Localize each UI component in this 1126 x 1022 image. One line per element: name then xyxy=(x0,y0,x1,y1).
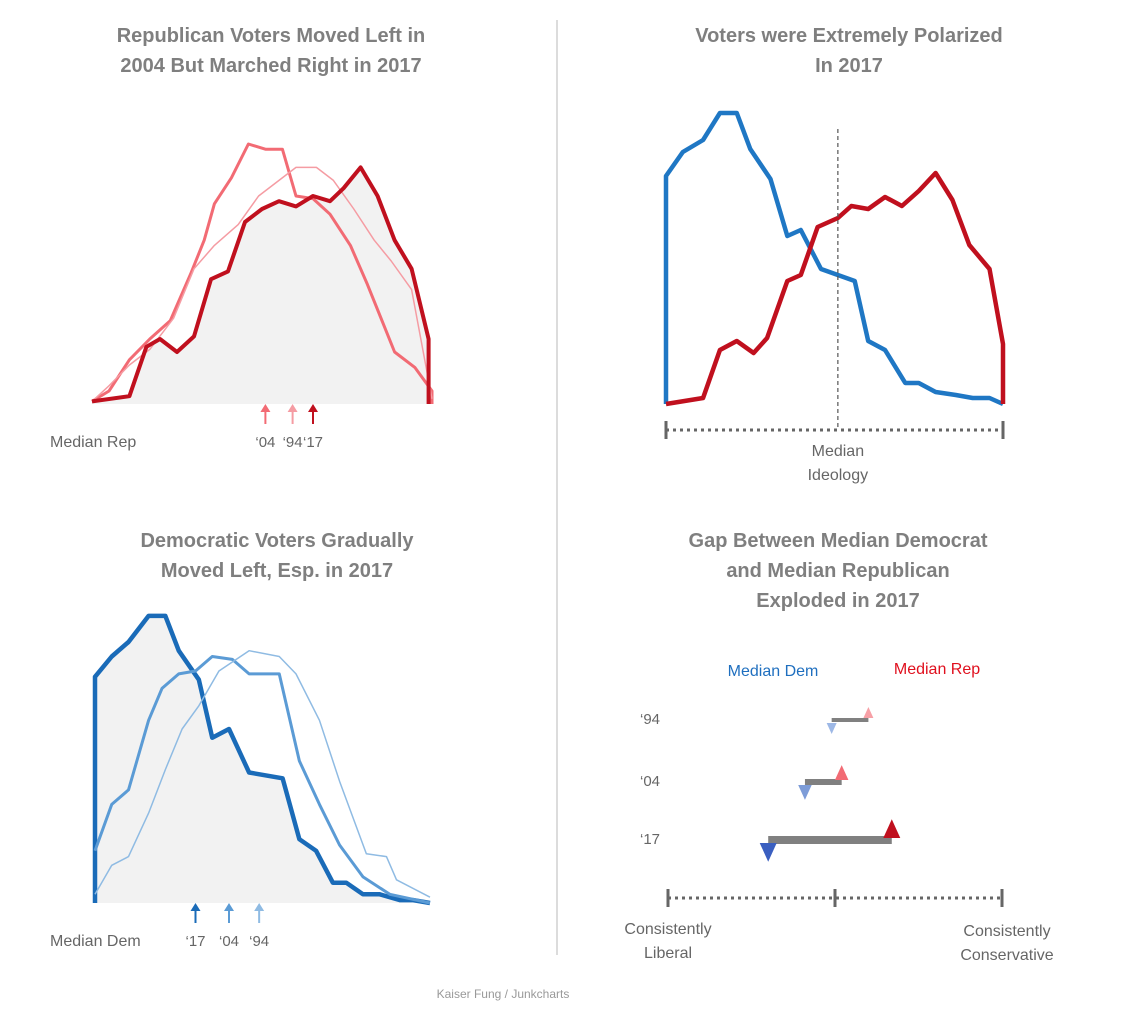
source: Kaiser Fung / Junkcharts xyxy=(436,987,570,1001)
row-label: ‘04 xyxy=(639,773,661,790)
line xyxy=(665,170,1006,407)
chart-title: Republican Voters Moved Left in 2004 But… xyxy=(116,25,426,77)
median-arrowhead xyxy=(254,903,265,911)
line xyxy=(91,142,434,404)
median-label: Median Rep xyxy=(50,434,137,451)
chart-title: Democratic Voters Gradually Moved Left, … xyxy=(140,530,414,582)
dem-marker xyxy=(826,723,837,734)
median-year-label: ‘94 xyxy=(282,434,303,451)
x-label-left: Consistently Liberal xyxy=(624,921,712,962)
median-arrowhead xyxy=(224,903,234,911)
line xyxy=(94,649,431,898)
rep-marker xyxy=(883,819,901,838)
line xyxy=(663,110,1004,407)
line xyxy=(92,613,431,906)
chart-title: Gap Between Median Democrat and Median R… xyxy=(688,530,988,612)
median-year-label: ‘94 xyxy=(249,933,270,950)
x-label-right: Consistently Conservative xyxy=(960,923,1054,964)
legend-dem: Median Dem xyxy=(727,663,819,680)
area xyxy=(95,615,430,903)
line xyxy=(93,655,431,905)
median-arrowhead xyxy=(190,903,201,911)
dem-marker xyxy=(759,843,777,862)
median-year-label: ‘04 xyxy=(255,434,276,451)
median-label: Median Ideology xyxy=(807,443,869,484)
dem-marker xyxy=(798,785,812,800)
line xyxy=(91,165,431,404)
rep-marker xyxy=(834,765,849,780)
chart-title: Voters were Extremely Polarized In 2017 xyxy=(695,25,1003,77)
median-arrowhead xyxy=(308,404,318,412)
median-year-label: ‘04 xyxy=(218,933,240,950)
row-label: ‘17 xyxy=(639,831,661,848)
median-year-label: ‘17 xyxy=(302,434,324,451)
area xyxy=(92,167,429,404)
row-label: ‘94 xyxy=(639,711,661,728)
median-arrowhead xyxy=(287,404,298,412)
median-year-label: ‘17 xyxy=(185,933,206,950)
legend-rep: Median Rep xyxy=(893,661,981,678)
median-arrowhead xyxy=(260,404,271,412)
rep-marker xyxy=(863,707,874,718)
median-label: Median Dem xyxy=(50,933,141,950)
